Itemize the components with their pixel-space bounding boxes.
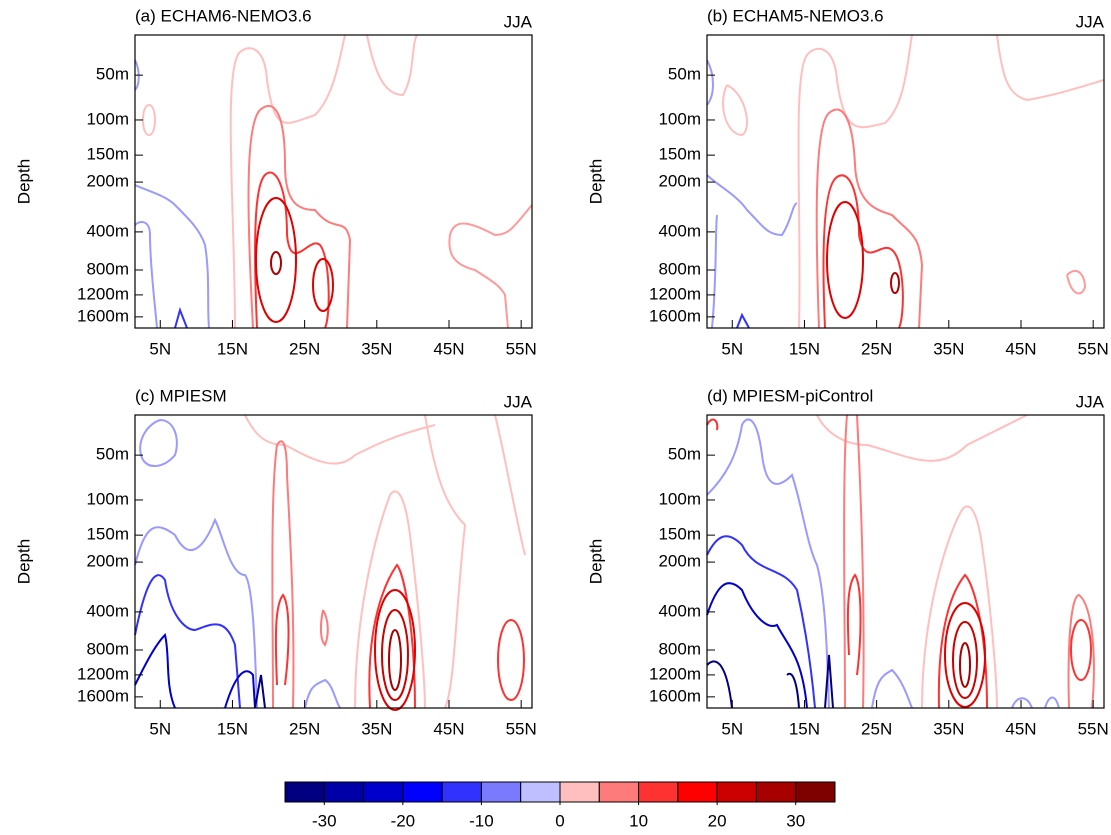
x-tick-label: 55N (506, 719, 537, 738)
x-tick-label: 25N (861, 339, 892, 358)
colorbar-box (284, 781, 325, 803)
contours-d (706, 414, 1095, 709)
colorbar-box (520, 781, 561, 803)
y-tick-label: 50m (96, 65, 129, 84)
colorbar-box (363, 781, 404, 803)
y-tick-label: 200m (658, 172, 701, 191)
colorbar-box (795, 781, 836, 803)
y-tick-label: 400m (86, 601, 129, 620)
colorbar-label: 30 (786, 811, 805, 830)
x-tick-label: 45N (433, 719, 464, 738)
y-axis-label: Depth (14, 159, 33, 204)
y-axis-label: Depth (14, 539, 33, 584)
x-tick-label: 15N (789, 719, 820, 738)
y-tick-label: 200m (86, 172, 129, 191)
panel-title: (d) MPIESM-piControl (707, 386, 873, 405)
y-tick-label: 150m (86, 145, 129, 164)
y-tick-label: 50m (668, 65, 701, 84)
x-tick-label: 45N (433, 339, 464, 358)
y-tick-label: 50m (96, 445, 129, 464)
x-tick-label: 5N (721, 719, 743, 738)
y-tick-label: 1600m (77, 686, 129, 705)
x-tick-label: 25N (861, 719, 892, 738)
plot-frame (134, 414, 533, 709)
colorbar-label: -30 (312, 811, 337, 830)
y-tick-label: 200m (86, 552, 129, 571)
x-tick-label: 35N (933, 719, 964, 738)
y-tick-label: 1200m (77, 664, 129, 683)
colorbar-box (441, 781, 482, 803)
y-tick-label: 1200m (649, 664, 701, 683)
x-tick-label: 25N (289, 339, 320, 358)
y-tick-label: 150m (658, 525, 701, 544)
panel-title: (c) MPIESM (135, 386, 227, 405)
colorbar-box (323, 781, 365, 803)
contours-a (134, 34, 533, 329)
plot-frame (706, 34, 1105, 329)
y-tick-label: 800m (86, 259, 129, 278)
y-tick-label: 400m (658, 221, 701, 240)
contours-b (706, 34, 1105, 329)
colorbar-box (716, 781, 757, 803)
colorbar-box (402, 781, 443, 803)
panel-title: (a) ECHAM6-NEMO3.6 (135, 6, 312, 25)
y-tick-label: 100m (658, 109, 701, 128)
y-tick-label: 1600m (649, 686, 701, 705)
season-label: JJA (504, 12, 533, 31)
x-tick-label: 55N (1078, 719, 1109, 738)
x-tick-label: 35N (361, 719, 392, 738)
x-tick-label: 5N (149, 339, 171, 358)
colorbar-label: 0 (555, 811, 564, 830)
colorbar-label: -20 (391, 811, 416, 830)
y-tick-label: 150m (86, 525, 129, 544)
x-tick-label: 45N (1005, 719, 1036, 738)
x-tick-label: 15N (217, 719, 248, 738)
plot-frame (706, 414, 1105, 709)
x-tick-label: 55N (1078, 339, 1109, 358)
y-tick-label: 400m (86, 221, 129, 240)
season-label: JJA (1076, 392, 1105, 411)
contours-c (134, 414, 526, 711)
colorbar-box (677, 781, 718, 803)
colorbar-box (559, 781, 600, 803)
season-label: JJA (504, 392, 533, 411)
y-tick-label: 100m (86, 489, 129, 508)
colorbar-label: -10 (469, 811, 494, 830)
x-tick-label: 35N (933, 339, 964, 358)
y-axis-label: Depth (586, 539, 605, 584)
x-tick-label: 45N (1005, 339, 1036, 358)
y-tick-label: 400m (658, 601, 701, 620)
season-label: JJA (1076, 12, 1105, 31)
y-tick-label: 100m (658, 489, 701, 508)
x-tick-label: 35N (361, 339, 392, 358)
y-tick-label: 1200m (649, 284, 701, 303)
colorbar-box (598, 781, 640, 803)
y-tick-label: 800m (86, 639, 129, 658)
colorbar-box (755, 781, 797, 803)
x-tick-label: 5N (721, 339, 743, 358)
colorbar-box (638, 781, 679, 803)
y-tick-label: 50m (668, 445, 701, 464)
colorbar-label: 10 (629, 811, 648, 830)
colorbar-label: 20 (708, 811, 727, 830)
y-tick-label: 100m (86, 109, 129, 128)
y-tick-label: 1600m (649, 306, 701, 325)
plot-frame (134, 34, 533, 329)
x-tick-label: 15N (789, 339, 820, 358)
panel-title: (b) ECHAM5-NEMO3.6 (707, 6, 884, 25)
x-tick-label: 15N (217, 339, 248, 358)
y-tick-label: 800m (658, 639, 701, 658)
y-axis-label: Depth (586, 159, 605, 204)
colorbar-box (480, 781, 522, 803)
x-tick-label: 5N (149, 719, 171, 738)
y-tick-label: 800m (658, 259, 701, 278)
x-tick-label: 25N (289, 719, 320, 738)
y-tick-label: 200m (658, 552, 701, 571)
x-tick-label: 55N (506, 339, 537, 358)
y-tick-label: 1200m (77, 284, 129, 303)
y-tick-label: 150m (658, 145, 701, 164)
y-tick-label: 1600m (77, 306, 129, 325)
